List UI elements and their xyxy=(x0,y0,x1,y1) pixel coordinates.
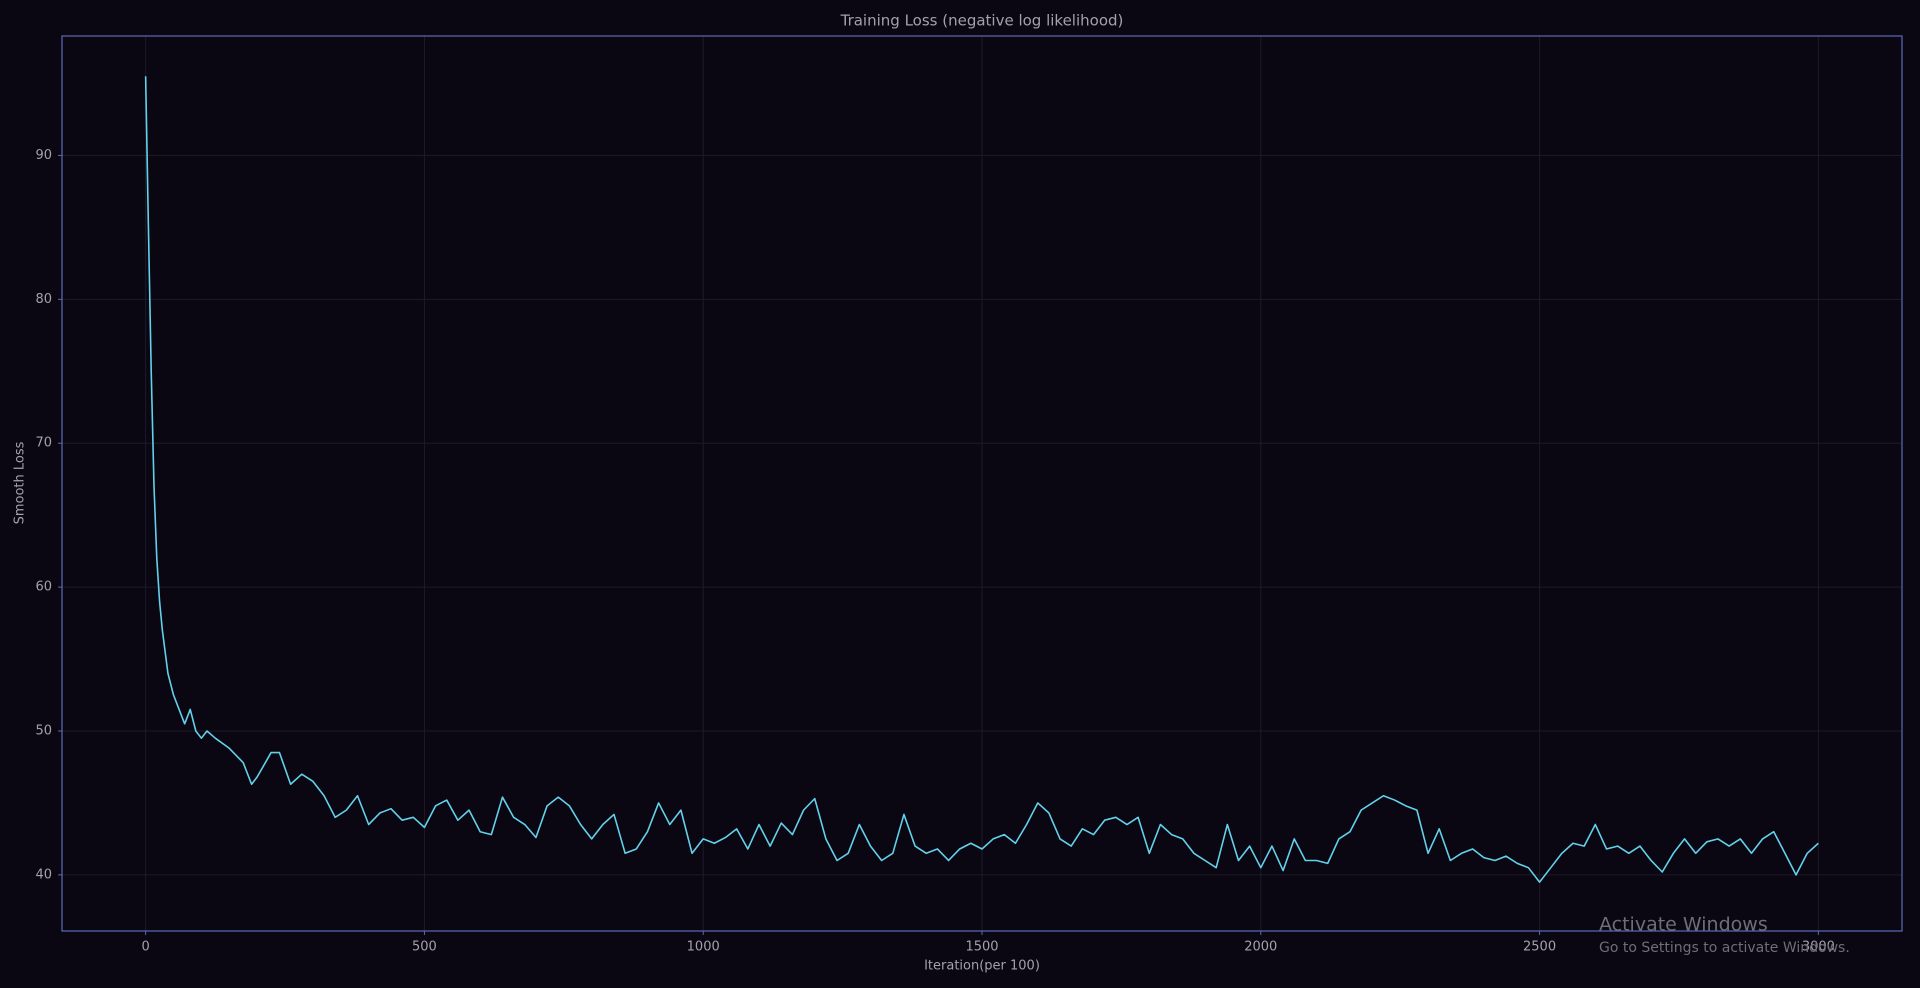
x-tick-label: 500 xyxy=(412,940,437,955)
y-tick-label: 90 xyxy=(35,148,52,163)
y-tick-label: 50 xyxy=(35,723,52,738)
x-tick-label: 2500 xyxy=(1523,940,1556,955)
loss-line xyxy=(144,76,1819,883)
x-tick-label: 1500 xyxy=(965,940,998,955)
y-tick-label: 80 xyxy=(35,292,52,307)
plot-area: 40 50 60 70 80 90 0 500 1000 1500 2000 2500 3000 xyxy=(35,35,1903,955)
x-tick-label: 2000 xyxy=(1244,940,1277,955)
y-tick-label: 60 xyxy=(35,580,52,595)
x-tick-label: 3000 xyxy=(1802,940,1835,955)
plot-frame xyxy=(61,35,1903,932)
y-tick-label: 70 xyxy=(35,436,52,451)
watermark-title: Activate Windows xyxy=(1599,914,1768,936)
x-axis-label: Iteration(per 100) xyxy=(924,959,1040,974)
x-tick-label: 0 xyxy=(141,940,149,955)
y-axis-label: Smooth Loss xyxy=(13,441,28,524)
watermark-subtitle: Go to Settings to activate Windows. xyxy=(1599,940,1850,956)
y-tick-label: 40 xyxy=(35,867,52,882)
x-tick-label: 1000 xyxy=(687,940,720,955)
chart-title: Training Loss (negative log likelihood) xyxy=(840,12,1124,30)
